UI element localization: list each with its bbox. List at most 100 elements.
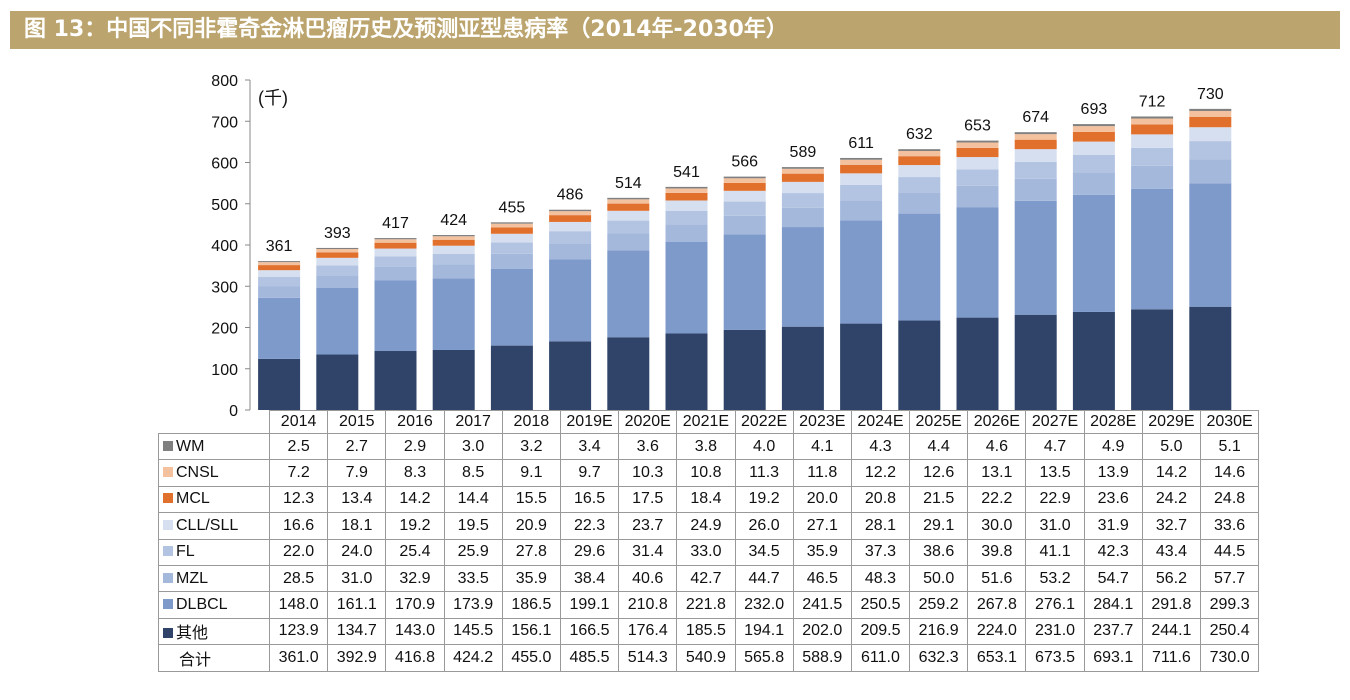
table-cell: 14.2 xyxy=(385,485,445,514)
table-cell: 40.6 xyxy=(618,564,678,593)
bar-segment-- xyxy=(956,317,999,410)
table-cell: 170.9 xyxy=(385,591,445,619)
bar-segment-wm xyxy=(549,209,592,212)
bar-segment-cll-sll xyxy=(549,221,592,232)
bar-segment-mzl xyxy=(432,264,475,279)
x-tick-label: 2025E xyxy=(909,410,969,434)
bar-segment-dlbcl xyxy=(374,280,417,352)
table-cell: 46.5 xyxy=(792,564,852,593)
legend-label: CLL/SLL xyxy=(176,516,239,534)
table-cell: 455.0 xyxy=(501,644,561,672)
bar-segment-cll-sll xyxy=(898,165,941,178)
data-label: 712 xyxy=(1139,93,1166,110)
table-cell: 216.9 xyxy=(909,617,969,646)
table-cell: 156.1 xyxy=(501,617,561,646)
bar-segment-wm xyxy=(432,235,475,237)
table-cell: 43.4 xyxy=(1141,538,1202,566)
data-label: 566 xyxy=(731,154,758,171)
bar-segment-mzl xyxy=(840,200,883,221)
table-cell: 20.9 xyxy=(501,512,561,540)
table-cell: 123.9 xyxy=(268,617,329,646)
table-cell: 5.0 xyxy=(1141,432,1202,461)
x-tick-label: 2023E xyxy=(792,410,852,434)
bar-segment-dlbcl xyxy=(723,234,766,330)
bar-segment-fl xyxy=(665,210,708,225)
table-cell: 2.7 xyxy=(327,432,387,461)
table-cell: 232.0 xyxy=(734,591,794,619)
table-cell: 25.4 xyxy=(385,538,445,566)
table-row: MCL 12.3 13.4 14.2 14.4 15.5 16.5 17.5 18.4 19.2 2… xyxy=(158,485,1260,514)
table-cell: 23.6 xyxy=(1083,485,1143,514)
table-cell: 11.3 xyxy=(734,459,794,487)
bar-segment-fl xyxy=(1072,154,1115,173)
table-cell: 32.7 xyxy=(1141,512,1202,540)
table-cell: 33.0 xyxy=(676,538,736,566)
table-cell: 9.1 xyxy=(501,459,561,487)
table-cell: 231.0 xyxy=(1025,617,1085,646)
table-cell: 24.9 xyxy=(676,512,736,540)
x-tick-label: 2020E xyxy=(618,410,678,434)
table-row: WM 2.5 2.7 2.9 3.0 3.2 3.4 3.6 3.8 4.0 4.1 4.3 4.4 4.… xyxy=(158,432,1260,461)
table-cell: 27.8 xyxy=(501,538,561,566)
table-cell: 5.1 xyxy=(1199,432,1260,461)
bar-segment-mcl xyxy=(840,164,883,174)
data-label: 674 xyxy=(1022,109,1049,126)
legend-label: WM xyxy=(176,437,205,455)
table-cell: 210.8 xyxy=(618,591,678,619)
data-label: 514 xyxy=(615,175,642,192)
table-cell: 39.8 xyxy=(967,538,1027,566)
bar-segment-wm xyxy=(781,167,824,169)
table-cell: 176.4 xyxy=(618,617,678,646)
legend-swatch xyxy=(163,519,173,530)
table-cell: 13.4 xyxy=(327,485,387,514)
bar-segment-wm xyxy=(665,186,708,189)
bar-segment-mzl xyxy=(490,253,533,269)
bar-segment-wm xyxy=(723,176,766,179)
bar-segment-cll-sll xyxy=(665,200,708,211)
table-cell: 241.5 xyxy=(792,591,852,619)
table-cell: 199.1 xyxy=(559,591,620,619)
legend-label: CNSL xyxy=(176,464,219,482)
table-cell: 9.7 xyxy=(559,459,620,487)
legend-entry: FL xyxy=(158,538,270,566)
table-cell: 29.1 xyxy=(909,512,969,540)
bar-segment-- xyxy=(374,351,417,410)
y-tick-label: 600 xyxy=(211,156,238,173)
bar-segment-wm xyxy=(316,247,359,250)
bar-segment-fl xyxy=(1189,141,1232,160)
table-cell: 27.1 xyxy=(792,512,852,540)
bar-segment-cnsl xyxy=(258,262,301,266)
table-cell: 48.3 xyxy=(850,564,911,593)
table-cell: 224.0 xyxy=(967,617,1027,646)
table-cell: 18.1 xyxy=(327,512,387,540)
table-cell: 42.3 xyxy=(1083,538,1143,566)
bar-segment-- xyxy=(258,358,301,410)
table-cell: 7.9 xyxy=(327,459,387,487)
bar-segment-mcl xyxy=(490,227,533,234)
x-tick-label: 2029E xyxy=(1141,410,1202,434)
bar-segment-cnsl xyxy=(781,168,824,174)
table-cell: 711.6 xyxy=(1141,644,1202,672)
table-cell: 38.6 xyxy=(909,538,969,566)
table-cell: 194.1 xyxy=(734,617,794,646)
y-tick-label: 400 xyxy=(211,238,238,255)
bar-segment-cnsl xyxy=(898,150,941,157)
table-cell: 12.3 xyxy=(268,485,329,514)
table-cell: 250.5 xyxy=(850,591,911,619)
x-tick-label: 2021E xyxy=(676,410,736,434)
x-tick-label: 2024E xyxy=(850,410,911,434)
table-cell: 20.0 xyxy=(792,485,852,514)
bar-segment-cnsl xyxy=(1189,110,1232,118)
bar-segment-cnsl xyxy=(956,142,999,148)
y-tick-label: 500 xyxy=(211,197,238,214)
x-tick-label: 2022E xyxy=(734,410,794,434)
table-cell: 4.0 xyxy=(734,432,794,461)
table-cell: 673.5 xyxy=(1025,644,1085,672)
table-cell: 416.8 xyxy=(385,644,445,672)
table-cell: 14.6 xyxy=(1199,459,1260,487)
bar-segment-dlbcl xyxy=(1189,183,1232,307)
x-tick-label: 2028E xyxy=(1083,410,1143,434)
bar-segment-fl xyxy=(490,242,533,254)
legend-label: 其他 xyxy=(176,625,209,643)
table-cell: 24.2 xyxy=(1141,485,1202,514)
